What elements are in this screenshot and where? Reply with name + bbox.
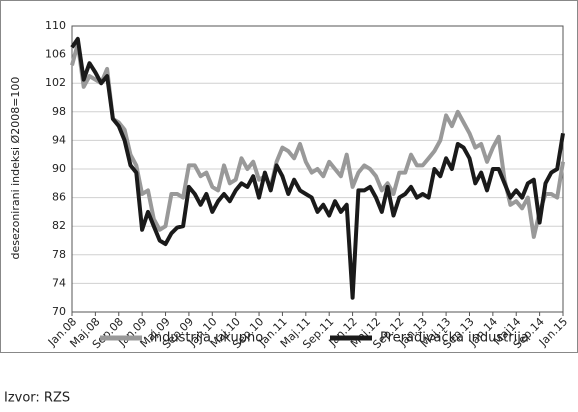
source: Izvor: RZS [4, 391, 70, 406]
y-tick-label: 70 [52, 305, 66, 318]
y-tick-label: 78 [52, 248, 66, 261]
y-tick-label: 110 [45, 19, 66, 32]
y-tick-label: 102 [45, 76, 66, 89]
legend-label: Prerađivačka industrija [380, 331, 529, 346]
y-tick-label: 90 [52, 162, 66, 175]
y-tick-label: 94 [52, 133, 66, 146]
y-tick-label: 86 [52, 191, 66, 204]
y-axis-label: desezonirani indeksi Ø2008=100 [9, 77, 22, 260]
line-series [70, 36, 565, 300]
y-tick-label: 74 [52, 276, 66, 289]
y-tick-label: 82 [52, 219, 66, 232]
y-tick-label: 106 [45, 48, 66, 61]
legend-label: Industrija ukupno [150, 331, 263, 346]
y-tick-label: 98 [52, 105, 66, 118]
line-series [70, 41, 565, 239]
